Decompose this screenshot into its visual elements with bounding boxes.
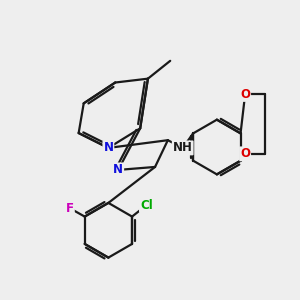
Text: N: N (103, 141, 113, 154)
Text: F: F (66, 202, 74, 215)
Text: Cl: Cl (140, 199, 153, 212)
Text: NH: NH (173, 141, 193, 154)
Text: O: O (240, 88, 250, 101)
Text: O: O (240, 147, 250, 161)
Text: N: N (113, 164, 123, 176)
